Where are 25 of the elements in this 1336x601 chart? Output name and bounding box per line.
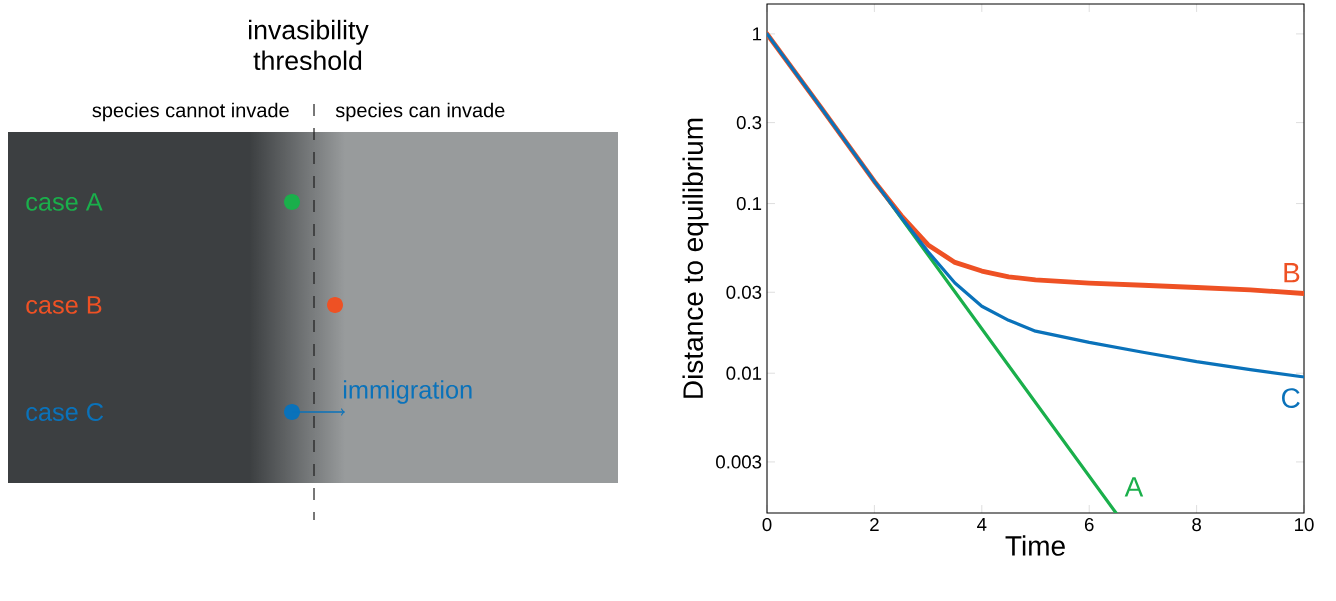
y-tick-label: 0.03 <box>726 285 762 299</box>
series-label: A <box>1124 477 1144 497</box>
text: case B <box>26 296 102 314</box>
x-tick-label: 6 <box>1084 517 1094 532</box>
text: species cannot invade <box>92 102 289 122</box>
text: immigration <box>343 380 472 404</box>
y-tick-label: 0.1 <box>736 196 762 211</box>
y-tick-label: 0.01 <box>726 366 762 380</box>
series-label: C <box>1282 388 1300 409</box>
y-axis-title: Distance to equilibrium <box>682 118 709 398</box>
text: invasibility threshold <box>249 19 369 71</box>
x-axis-title: Time <box>1005 535 1065 556</box>
y-tick-label: 1 <box>753 27 762 41</box>
line-series <box>767 32 1304 379</box>
series-label: B <box>1284 263 1300 283</box>
x-tick-label: 2 <box>870 517 879 532</box>
x-tick-label: 10 <box>1295 517 1314 532</box>
text: case A <box>26 193 103 211</box>
text: case C <box>26 403 104 421</box>
x-tick-label: 8 <box>1192 517 1201 532</box>
y-tick-label: 0.3 <box>736 115 762 130</box>
text: species can invade <box>335 102 505 122</box>
x-tick-label: 4 <box>977 517 987 531</box>
x-tick-label: 0 <box>762 517 772 532</box>
y-tick-label: 0.003 <box>716 455 762 469</box>
